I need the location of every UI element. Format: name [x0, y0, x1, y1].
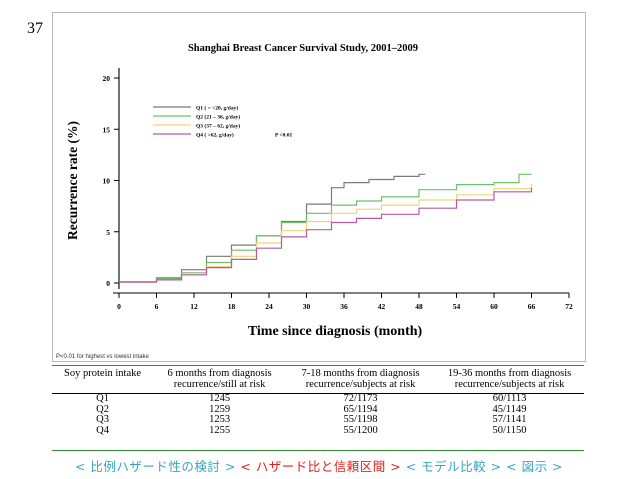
y-tick-label: 20 — [103, 74, 111, 83]
y-tick-label: 10 — [103, 177, 111, 186]
slide-number: 37 — [27, 20, 43, 37]
x-tick-label: 0 — [117, 302, 121, 311]
y-tick-label: 0 — [106, 279, 110, 288]
table-cell: 60/1113 — [492, 393, 527, 404]
legend-entry: Q4 ( >62, g/day) — [196, 132, 234, 139]
table-cell: 57/1141 — [492, 414, 527, 425]
table-cell: 1245 — [209, 393, 231, 404]
significance-footnote: P<0.01 for highest vs lowest intake — [56, 354, 149, 360]
x-tick-label: 72 — [565, 302, 573, 311]
y-tick-label: 5 — [106, 228, 110, 237]
x-tick-label: 42 — [378, 302, 386, 311]
table-cell: Q4 — [96, 424, 109, 436]
chart-panel: Shanghai Breast Cancer Survival Study, 2… — [52, 12, 586, 362]
x-tick-label: 12 — [190, 302, 198, 311]
table-cell: Q1 — [96, 393, 109, 404]
legend-entry: Q3 (37 – 62, g/day) — [196, 123, 240, 130]
table-cell: 45/1149 — [492, 403, 527, 415]
table-cell: 1255 — [209, 424, 231, 436]
chart-title: Shanghai Breast Cancer Survival Study, 2… — [188, 43, 418, 54]
table-header-row: Soy protein intake 6 months from diagnos… — [52, 366, 584, 394]
series-line-q4 — [119, 187, 533, 283]
table-row: Q1 1245 72/1173 60/1113 — [52, 393, 584, 405]
x-tick-label: 6 — [155, 302, 159, 311]
header-6-months: 6 months from diagnosis recurrence/still… — [153, 366, 287, 394]
header-soy-intake: Soy protein intake — [52, 366, 154, 394]
x-tick-label: 66 — [528, 302, 536, 311]
nav-illustration[interactable]: < 図示 > — [506, 459, 564, 474]
table-top-rule — [52, 365, 584, 366]
nav-proportional-hazards[interactable]: < 比例ハザード性の検討 > — [74, 459, 236, 474]
legend-entry: Q1 ( = <20, g/day) — [196, 105, 238, 112]
table-cell: Q3 — [96, 414, 109, 425]
x-tick-label: 36 — [340, 302, 348, 311]
table-cell: 55/1200 — [343, 424, 378, 436]
y-tick-label: 15 — [103, 125, 111, 134]
table-bottom-rule — [52, 450, 584, 451]
x-tick-label: 54 — [453, 302, 461, 311]
header-19-36-months: 19-36 months from diagnosis recurrence/s… — [435, 366, 584, 394]
x-tick-label: 18 — [228, 302, 236, 311]
section-nav: < 比例ハザード性の検討 > < ハザード比と信頼区間 > < モデル比較 > … — [0, 456, 638, 475]
nav-hazard-ratio-ci[interactable]: < ハザード比と信頼区間 > — [240, 459, 402, 474]
recurrence-chart: Shanghai Breast Cancer Survival Study, 2… — [65, 43, 573, 339]
header-7-18-months: 7-18 months from diagnosis recurrence/su… — [286, 366, 436, 394]
table-cell: 65/1194 — [343, 403, 378, 415]
y-axis-label: Recurrence rate (%) — [65, 121, 80, 240]
table-row: Q4 1255 55/1200 50/1150 — [52, 424, 584, 437]
risk-table: Soy protein intake 6 months from diagnos… — [52, 366, 584, 436]
series-line-q2 — [119, 173, 532, 283]
series-line-q3 — [119, 183, 533, 283]
series-line-q1 — [119, 173, 426, 283]
table-row: Q2 1259 65/1194 45/1149 — [52, 403, 584, 416]
table-cell: 50/1150 — [492, 424, 527, 436]
legend-entry: Q2 (21 – 36, g/day) — [196, 114, 240, 121]
p-value-annotation: P <0.01 — [275, 133, 292, 139]
x-tick-label: 60 — [490, 302, 498, 311]
table-cell: 1259 — [209, 403, 231, 415]
nav-model-comparison[interactable]: < モデル比較 > — [405, 459, 502, 474]
table-cell: 72/1173 — [343, 393, 378, 404]
x-tick-label: 24 — [265, 302, 273, 311]
x-tick-label: 30 — [303, 302, 311, 311]
table-cell: Q2 — [96, 403, 109, 415]
x-axis-label: Time since diagnosis (month) — [248, 324, 423, 339]
table-cell: 55/1198 — [343, 414, 378, 425]
table-row: Q3 1253 55/1198 57/1141 — [52, 414, 584, 426]
x-tick-label: 48 — [415, 302, 423, 311]
table-cell: 1253 — [209, 414, 231, 425]
